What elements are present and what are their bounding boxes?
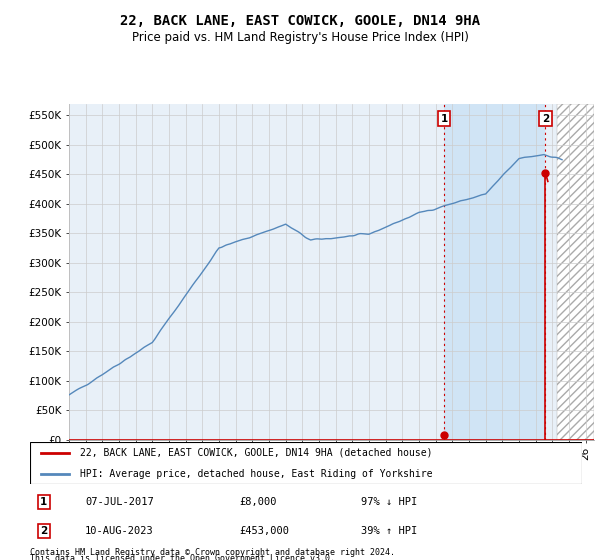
Text: £8,000: £8,000	[240, 497, 277, 507]
Text: 07-JUL-2017: 07-JUL-2017	[85, 497, 154, 507]
Text: £453,000: £453,000	[240, 526, 290, 536]
Text: 2: 2	[40, 526, 47, 536]
Text: 1: 1	[40, 497, 47, 507]
Text: HPI: Average price, detached house, East Riding of Yorkshire: HPI: Average price, detached house, East…	[80, 469, 432, 479]
Text: 22, BACK LANE, EAST COWICK, GOOLE, DN14 9HA (detached house): 22, BACK LANE, EAST COWICK, GOOLE, DN14 …	[80, 448, 432, 458]
Text: 39% ↑ HPI: 39% ↑ HPI	[361, 526, 418, 536]
Bar	[444, 104, 545, 440]
Text: Price paid vs. HM Land Registry's House Price Index (HPI): Price paid vs. HM Land Registry's House …	[131, 31, 469, 44]
Text: 1: 1	[440, 114, 448, 124]
Text: 2: 2	[542, 114, 549, 124]
Text: 22, BACK LANE, EAST COWICK, GOOLE, DN14 9HA: 22, BACK LANE, EAST COWICK, GOOLE, DN14 …	[120, 14, 480, 28]
Text: Contains HM Land Registry data © Crown copyright and database right 2024.: Contains HM Land Registry data © Crown c…	[30, 548, 395, 557]
Text: 10-AUG-2023: 10-AUG-2023	[85, 526, 154, 536]
Text: 97% ↓ HPI: 97% ↓ HPI	[361, 497, 418, 507]
Text: This data is licensed under the Open Government Licence v3.0.: This data is licensed under the Open Gov…	[30, 554, 335, 560]
FancyBboxPatch shape	[30, 442, 582, 484]
